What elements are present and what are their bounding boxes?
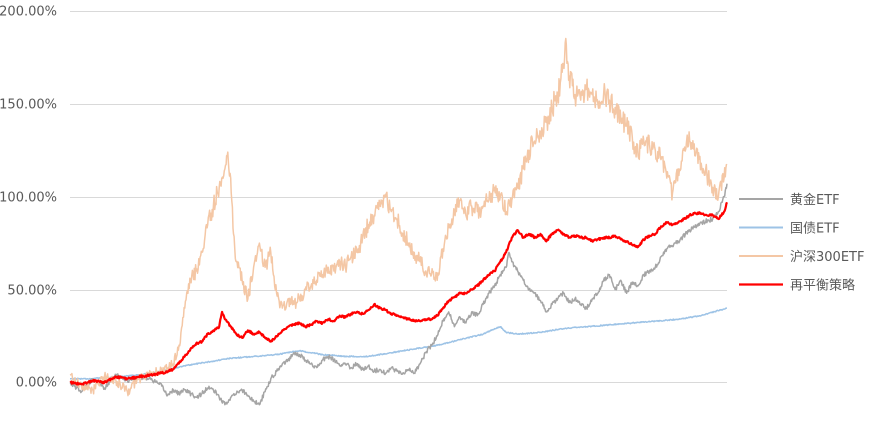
legend-label-0: 黄金ETF (790, 192, 840, 208)
legend: 黄金ETF 国债ETF 沪深300ETF 再平衡策略 (739, 192, 864, 294)
legend-label-2: 沪深300ETF (790, 249, 864, 265)
y-tick-label-4: 200.00% (0, 5, 57, 20)
legend-label-1: 国债ETF (790, 222, 840, 237)
y-axis-ticks: 0.00% 50.00% 100.00% 150.00% 200.00% (0, 5, 57, 391)
grid-lines (70, 11, 727, 383)
series-line-1 (69, 307, 728, 381)
series-lines (69, 37, 728, 406)
series-line-0 (69, 183, 728, 406)
series-line-3 (69, 201, 728, 386)
y-tick-label-1: 50.00% (7, 284, 57, 299)
legend-label-3: 再平衡策略 (790, 278, 855, 294)
series-line-2 (69, 37, 728, 397)
y-tick-label-2: 100.00% (0, 191, 57, 206)
y-tick-label-0: 0.00% (16, 376, 57, 391)
y-tick-label-3: 150.00% (0, 98, 57, 113)
